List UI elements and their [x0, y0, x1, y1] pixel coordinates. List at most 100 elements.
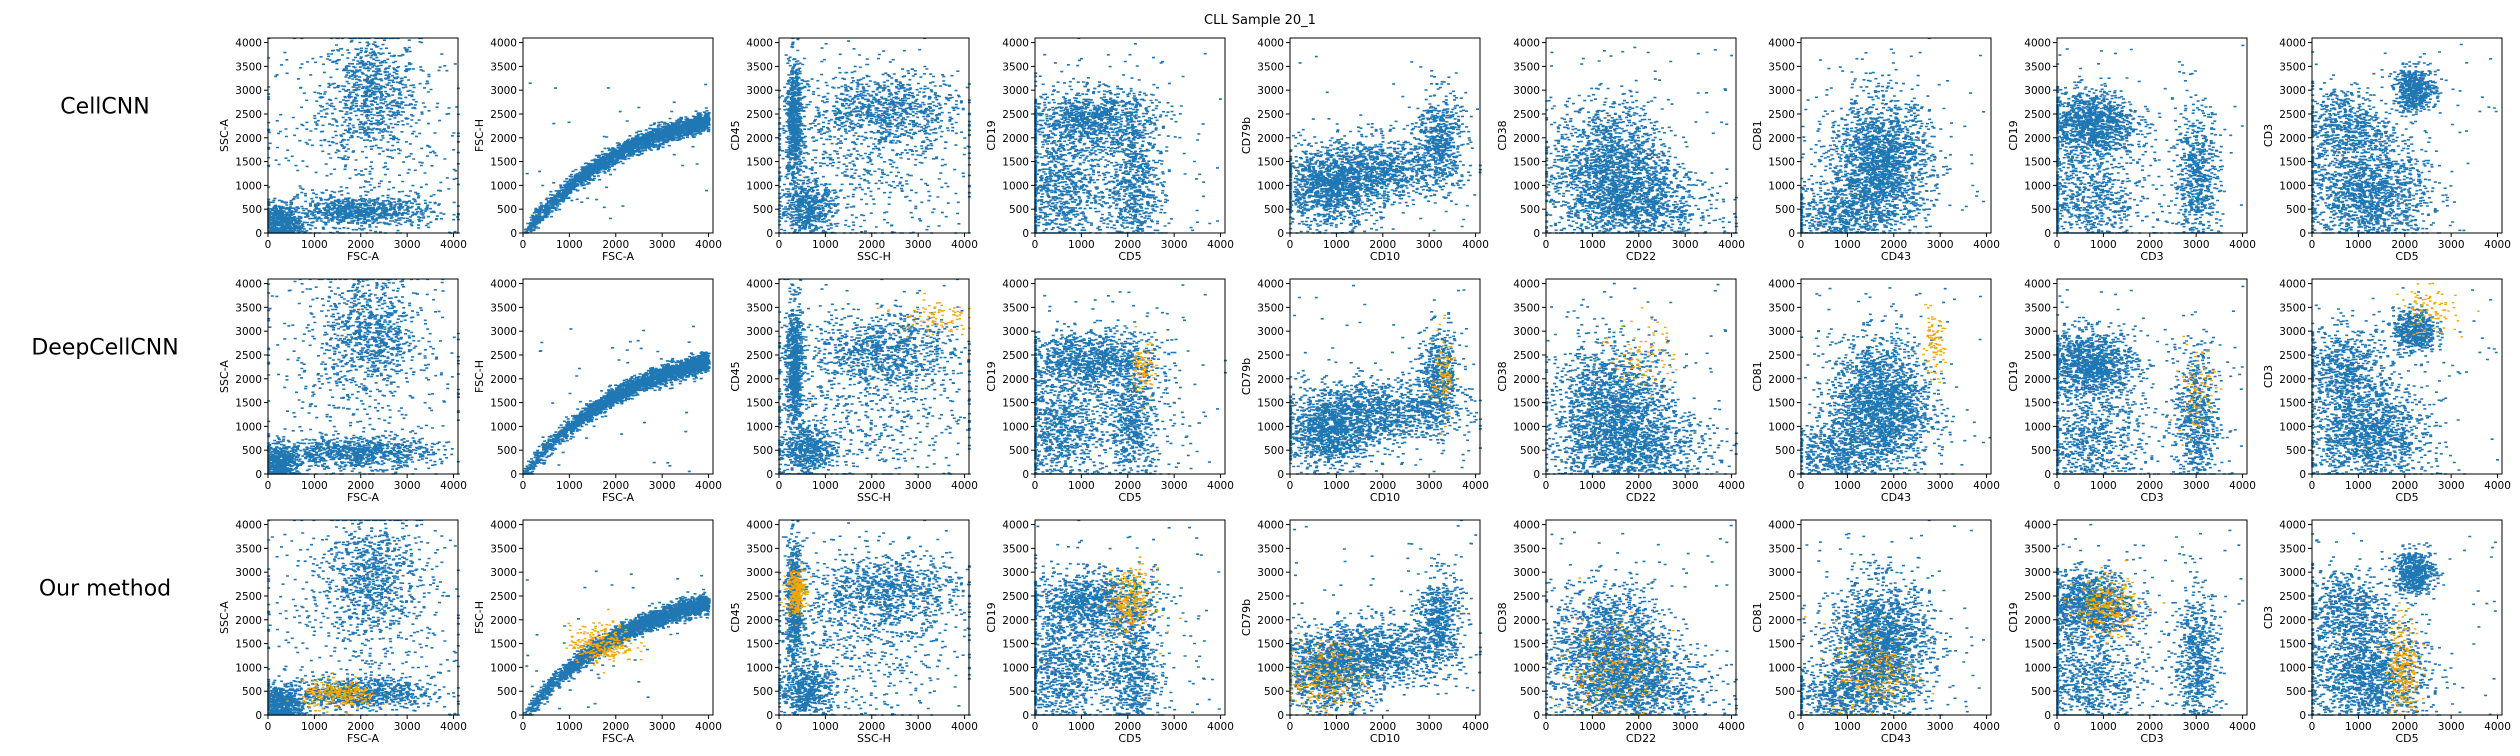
x-tick-label: 2000 — [2391, 239, 2418, 251]
y-tick-label: 3000 — [2024, 326, 2051, 338]
y-tick-label: 4000 — [1257, 520, 1284, 532]
y-tick-label: 4000 — [490, 38, 517, 50]
y-tick-label: 1000 — [490, 421, 517, 433]
y-tick-label: 2000 — [1513, 374, 1540, 386]
x-tick-label: 3000 — [1672, 239, 1699, 251]
x-tick-label: 0 — [1287, 721, 1294, 733]
y-tick-label: 4000 — [1513, 38, 1540, 50]
x-tick-label: 0 — [520, 480, 527, 492]
x-tick-label: 3000 — [2438, 721, 2465, 733]
y-tick-label: 3000 — [1257, 85, 1284, 97]
y-tick-label: 2000 — [746, 133, 773, 145]
y-tick-label: 2000 — [1257, 615, 1284, 627]
scatter-panel: 0 500 1000 1500 2000 2500 3000 3500 4000 0 1000 200… — [1751, 37, 2000, 263]
x-tick-label: 3000 — [649, 480, 676, 492]
x-tick-label: 3000 — [2183, 480, 2210, 492]
y-tick-label: 1000 — [746, 421, 773, 433]
x-tick-label: 4000 — [2229, 721, 2256, 733]
x-tick-label: 1000 — [1323, 721, 1350, 733]
y-axis-label: CD45 — [729, 602, 742, 632]
y-tick-label: 3000 — [2279, 567, 2306, 579]
x-tick-label: 2000 — [1114, 721, 1141, 733]
y-tick-label: 2500 — [1513, 109, 1540, 121]
y-tick-label: 2000 — [490, 615, 517, 627]
scatter-panel: 0 500 1000 1500 2000 2500 3000 3500 4000 0 1000 200… — [729, 37, 978, 263]
x-tick-label: 1000 — [1834, 239, 1861, 251]
axes-frame — [522, 37, 714, 234]
x-tick-label: 3000 — [1927, 239, 1954, 251]
y-tick-label: 3500 — [2024, 61, 2051, 73]
y-tick-label: 0 — [1277, 228, 1284, 240]
y-tick-label: 0 — [1788, 228, 1795, 240]
x-axis-label: SSC-H — [857, 491, 891, 504]
y-tick-label: 2500 — [235, 109, 262, 121]
y-tick-label: 1500 — [746, 398, 773, 410]
x-axis-label: FSC-A — [347, 250, 380, 263]
scatter-panel: 0 500 1000 1500 2000 2500 3000 3500 4000 0 1000 200… — [2007, 37, 2256, 263]
y-tick-label: 1500 — [2024, 157, 2051, 169]
row-label: DeepCellCNN — [31, 336, 178, 361]
x-axis-label: CD22 — [1626, 732, 1656, 745]
y-axis-label: CD3 — [2262, 365, 2275, 388]
y-tick-label: 2000 — [2279, 133, 2306, 145]
x-tick-label: 1000 — [2090, 721, 2117, 733]
highlighted-points — [1548, 577, 1675, 716]
axes-frame — [267, 37, 459, 234]
data-points — [1545, 282, 1738, 475]
x-tick-label: 0 — [1287, 239, 1294, 251]
y-tick-label: 2000 — [235, 374, 262, 386]
x-axis-label: CD5 — [1118, 250, 1141, 263]
y-axis-label: CD79b — [1240, 117, 1253, 154]
y-axis-label: CD79b — [1240, 599, 1253, 636]
axes-frame — [1800, 278, 1992, 475]
x-tick-label: 4000 — [1207, 721, 1234, 733]
y-tick-label: 4000 — [2024, 279, 2051, 291]
scatter-panel: 0 500 1000 1500 2000 2500 3000 3500 4000 0 1000 200… — [2262, 37, 2511, 263]
y-tick-label: 500 — [1264, 204, 1284, 216]
x-tick-label: 0 — [265, 480, 272, 492]
data-points — [1289, 284, 1482, 475]
y-tick-label: 4000 — [490, 279, 517, 291]
y-tick-label: 2000 — [235, 615, 262, 627]
y-tick-label: 4000 — [2024, 520, 2051, 532]
highlighted-points — [2377, 602, 2426, 716]
y-axis-label: FSC-H — [473, 601, 486, 634]
y-tick-label: 500 — [2286, 204, 2306, 216]
y-tick-label: 0 — [510, 228, 517, 240]
scatter-panel: 0 500 1000 1500 2000 2500 3000 3500 4000 0 1000 200… — [218, 278, 467, 504]
y-tick-label: 2000 — [1002, 374, 1029, 386]
axes-frame — [2056, 37, 2248, 234]
y-tick-label: 500 — [2031, 204, 2051, 216]
y-tick-label: 1500 — [1257, 157, 1284, 169]
y-tick-label: 1500 — [746, 639, 773, 651]
data-points — [1800, 519, 1985, 716]
y-tick-label: 3500 — [2279, 61, 2306, 73]
y-tick-label: 1000 — [1768, 180, 1795, 192]
y-tick-label: 4000 — [235, 520, 262, 532]
x-tick-label: 1000 — [1579, 480, 1606, 492]
x-tick-label: 2000 — [1114, 239, 1141, 251]
x-tick-label: 1000 — [1579, 239, 1606, 251]
x-tick-label: 4000 — [1462, 721, 1489, 733]
x-tick-label: 4000 — [440, 480, 467, 492]
x-tick-label: 4000 — [695, 239, 722, 251]
x-tick-label: 3000 — [1416, 721, 1443, 733]
data-points — [267, 37, 460, 234]
x-tick-label: 1000 — [2090, 480, 2117, 492]
x-tick-label: 1000 — [556, 721, 583, 733]
y-tick-label: 2500 — [235, 350, 262, 362]
x-axis-label: FSC-A — [602, 250, 635, 263]
x-tick-label: 1000 — [1068, 239, 1095, 251]
x-tick-label: 3000 — [394, 239, 421, 251]
y-tick-label: 2500 — [1768, 350, 1795, 362]
highlighted-points — [1598, 307, 1678, 397]
highlighted-points — [1922, 303, 1947, 384]
scatter-panel: 0 500 1000 1500 2000 2500 3000 3500 4000 0 1000 200… — [473, 37, 722, 263]
data-points — [778, 278, 971, 475]
highlighted-points — [1097, 556, 1182, 655]
x-tick-label: 3000 — [1927, 721, 1954, 733]
x-tick-label: 0 — [776, 239, 783, 251]
data-points — [1034, 284, 1227, 475]
x-tick-label: 4000 — [1973, 480, 2000, 492]
highlighted-points — [565, 608, 646, 674]
